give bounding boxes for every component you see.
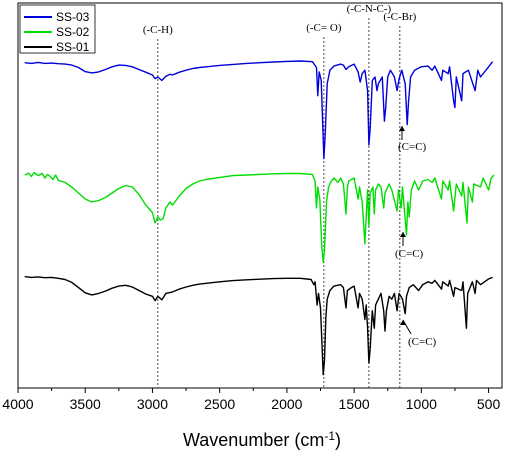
reference-lines: (-C-H) (-C= O) (-C-N-C-)(-C-Br) [143, 3, 417, 388]
x-tick-label: 1500 [339, 396, 370, 412]
x-tick-label: 500 [477, 396, 501, 412]
reference-label: (-C-N-C-) [347, 3, 392, 15]
annotation-arrowhead [400, 320, 406, 325]
reference-label: (-C-H) [143, 24, 173, 36]
legend-label: SS-02 [56, 25, 90, 39]
annotation-label: (C=C) [398, 141, 427, 153]
series-layer [24, 60, 495, 376]
spectrum-ss-01 [24, 275, 493, 376]
spectrum-ss-03 [24, 60, 494, 160]
x-axis-title: Wavenumber (cm-1) [183, 429, 341, 450]
annotation-label: (C=C) [395, 248, 424, 260]
legend-label: SS-03 [56, 10, 90, 24]
x-axis: 4000 3500 3000 2500 2000 1500 1000 500 [2, 388, 500, 412]
x-tick-label: 3000 [137, 396, 168, 412]
spectrum-ss-02 [24, 171, 495, 263]
legend-label: SS-01 [56, 40, 90, 54]
annotation-arrowhead [399, 126, 405, 131]
annotation-arrowhead [400, 232, 406, 237]
reference-label: (-C= O) [306, 22, 342, 34]
x-tick-label: 2500 [204, 396, 235, 412]
plot-frame [17, 2, 503, 389]
reference-label: (-C-Br) [383, 11, 416, 23]
x-tick-label: 2000 [271, 396, 302, 412]
annotation-layer: (C=C) (C=C) (C=C) [395, 126, 437, 348]
x-tick-label: 1000 [406, 396, 437, 412]
annotation-label: (C=C) [408, 336, 437, 348]
x-tick-label: 4000 [2, 396, 33, 412]
legend-box [19, 4, 96, 54]
x-tick-label: 3500 [70, 396, 101, 412]
